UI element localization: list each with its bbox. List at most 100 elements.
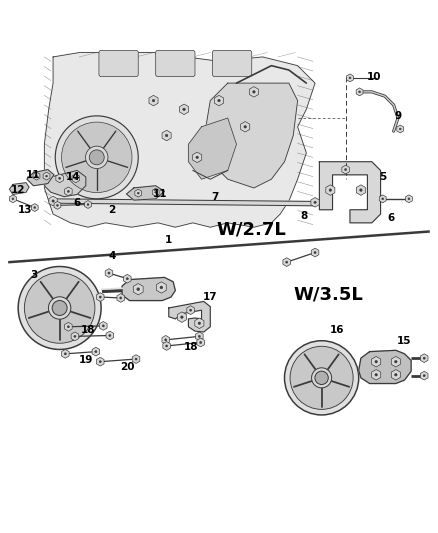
Circle shape bbox=[99, 296, 101, 298]
Circle shape bbox=[109, 334, 111, 336]
Polygon shape bbox=[319, 161, 381, 223]
Polygon shape bbox=[61, 350, 69, 358]
Text: 8: 8 bbox=[300, 211, 308, 221]
Circle shape bbox=[87, 204, 89, 206]
Polygon shape bbox=[197, 338, 205, 347]
Circle shape bbox=[95, 351, 97, 353]
Circle shape bbox=[359, 91, 360, 93]
Circle shape bbox=[286, 261, 288, 263]
Polygon shape bbox=[105, 269, 113, 277]
Text: 12: 12 bbox=[11, 185, 25, 195]
Text: 11: 11 bbox=[26, 170, 41, 180]
Polygon shape bbox=[85, 200, 92, 208]
Polygon shape bbox=[206, 83, 297, 188]
Polygon shape bbox=[371, 357, 381, 367]
Polygon shape bbox=[149, 95, 158, 106]
Polygon shape bbox=[49, 196, 57, 206]
Circle shape bbox=[253, 91, 255, 93]
Circle shape bbox=[314, 201, 316, 204]
Circle shape bbox=[61, 122, 132, 192]
Circle shape bbox=[423, 357, 425, 359]
Circle shape bbox=[67, 190, 70, 192]
Circle shape bbox=[74, 335, 76, 337]
Text: 5: 5 bbox=[379, 172, 386, 182]
Polygon shape bbox=[420, 372, 428, 380]
Polygon shape bbox=[346, 74, 353, 82]
Polygon shape bbox=[122, 277, 175, 301]
Circle shape bbox=[89, 150, 104, 165]
Polygon shape bbox=[44, 53, 315, 227]
Polygon shape bbox=[64, 322, 72, 331]
Text: 6: 6 bbox=[388, 214, 395, 223]
Text: 17: 17 bbox=[203, 292, 218, 302]
Polygon shape bbox=[169, 302, 210, 332]
Polygon shape bbox=[27, 169, 54, 185]
Circle shape bbox=[55, 116, 138, 199]
Text: 7: 7 bbox=[211, 192, 218, 201]
Circle shape bbox=[166, 345, 168, 347]
Circle shape bbox=[126, 278, 128, 280]
Circle shape bbox=[165, 339, 167, 341]
Circle shape bbox=[200, 341, 202, 344]
Circle shape bbox=[198, 335, 201, 337]
Circle shape bbox=[49, 297, 71, 319]
Polygon shape bbox=[311, 248, 319, 257]
Text: 10: 10 bbox=[367, 71, 381, 82]
Polygon shape bbox=[33, 172, 40, 180]
Polygon shape bbox=[420, 354, 428, 362]
Circle shape bbox=[382, 198, 384, 200]
Polygon shape bbox=[162, 335, 170, 344]
Polygon shape bbox=[127, 185, 164, 200]
Polygon shape bbox=[406, 195, 412, 203]
Polygon shape bbox=[240, 122, 250, 132]
Polygon shape bbox=[133, 284, 143, 295]
Polygon shape bbox=[397, 125, 403, 133]
FancyBboxPatch shape bbox=[99, 51, 138, 77]
Circle shape bbox=[290, 346, 353, 409]
Circle shape bbox=[360, 189, 362, 191]
Polygon shape bbox=[56, 174, 64, 183]
Text: 9: 9 bbox=[395, 111, 402, 121]
Polygon shape bbox=[99, 321, 107, 330]
Polygon shape bbox=[195, 318, 204, 328]
FancyBboxPatch shape bbox=[212, 51, 252, 77]
Circle shape bbox=[67, 326, 70, 328]
Circle shape bbox=[25, 273, 95, 343]
Polygon shape bbox=[180, 104, 189, 115]
Circle shape bbox=[18, 266, 101, 350]
Circle shape bbox=[57, 204, 58, 206]
Circle shape bbox=[85, 146, 108, 168]
Circle shape bbox=[46, 175, 47, 177]
Circle shape bbox=[99, 361, 101, 363]
Polygon shape bbox=[132, 354, 140, 364]
Polygon shape bbox=[188, 118, 237, 179]
Polygon shape bbox=[379, 195, 386, 203]
Circle shape bbox=[135, 358, 137, 360]
Polygon shape bbox=[193, 152, 202, 163]
Polygon shape bbox=[162, 130, 171, 141]
Circle shape bbox=[190, 309, 192, 311]
Polygon shape bbox=[311, 198, 319, 207]
Text: 15: 15 bbox=[397, 336, 412, 346]
Circle shape bbox=[349, 77, 351, 79]
Circle shape bbox=[59, 177, 61, 180]
Circle shape bbox=[196, 156, 198, 159]
FancyBboxPatch shape bbox=[155, 51, 195, 77]
Circle shape bbox=[244, 125, 247, 128]
Circle shape bbox=[315, 371, 328, 384]
Circle shape bbox=[183, 108, 185, 111]
Circle shape bbox=[52, 200, 54, 202]
Circle shape bbox=[395, 360, 397, 363]
Circle shape bbox=[160, 286, 163, 289]
Text: 1: 1 bbox=[165, 235, 173, 245]
Circle shape bbox=[311, 368, 332, 388]
Circle shape bbox=[52, 301, 67, 316]
Circle shape bbox=[108, 272, 110, 274]
Circle shape bbox=[375, 374, 378, 376]
Polygon shape bbox=[215, 95, 223, 106]
Polygon shape bbox=[96, 357, 104, 366]
Polygon shape bbox=[71, 332, 79, 341]
Polygon shape bbox=[53, 199, 315, 206]
Circle shape bbox=[375, 360, 378, 363]
Circle shape bbox=[12, 198, 14, 200]
